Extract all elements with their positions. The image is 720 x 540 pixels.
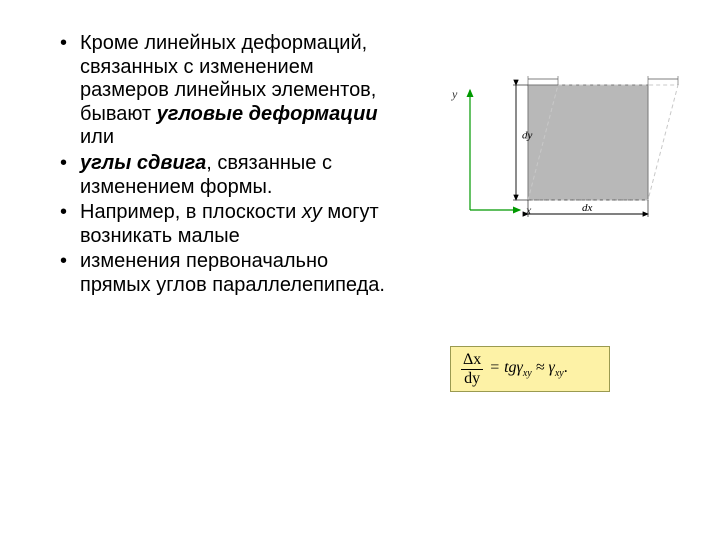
bullet-item: углы сдвига, связанные с изменением форм… bbox=[58, 152, 398, 199]
text-column: Кроме линейных деформаций, связанных с и… bbox=[58, 32, 398, 300]
bullet-text: изменения первоначально прямых углов пар… bbox=[80, 250, 385, 296]
formula-rhs: = tgγxy ≈ γxy. bbox=[489, 359, 567, 379]
diagram-svg: y x dy dx bbox=[420, 60, 700, 240]
svg-text:y: y bbox=[451, 87, 458, 101]
rhs-sub-2: xy bbox=[555, 368, 564, 379]
formula-fraction: Δx dy bbox=[461, 352, 483, 387]
bullet-item: Кроме линейных деформаций, связанных с и… bbox=[58, 32, 398, 150]
bullet-list: Кроме линейных деформаций, связанных с и… bbox=[58, 32, 398, 298]
frac-numerator: Δx bbox=[461, 352, 483, 370]
bullet-text: углы сдвига bbox=[80, 152, 206, 174]
frac-denominator: dy bbox=[461, 370, 483, 387]
svg-text:dy: dy bbox=[522, 130, 533, 142]
rhs-sub-1: xy bbox=[523, 368, 532, 379]
svg-text:x: x bbox=[525, 203, 532, 217]
bullet-text: или bbox=[80, 126, 114, 148]
formula-box: Δx dy = tgγxy ≈ γxy. bbox=[450, 346, 610, 392]
rhs-approx: ≈ bbox=[532, 359, 549, 376]
bullet-text: угловые деформации bbox=[157, 103, 378, 125]
slide: Кроме линейных деформаций, связанных с и… bbox=[0, 0, 720, 540]
rhs-dot: . bbox=[564, 359, 568, 376]
bullet-item: изменения первоначально прямых углов пар… bbox=[58, 250, 398, 297]
bullet-item: Например, в плоскости xy могут возникать… bbox=[58, 201, 398, 248]
svg-text:dx: dx bbox=[582, 202, 593, 214]
bullet-text: Например, в плоскости bbox=[80, 201, 302, 223]
rhs-eq-tg: = tg bbox=[489, 359, 516, 376]
shear-diagram: y x dy dx bbox=[420, 60, 700, 240]
bullet-text: xy bbox=[302, 201, 322, 223]
